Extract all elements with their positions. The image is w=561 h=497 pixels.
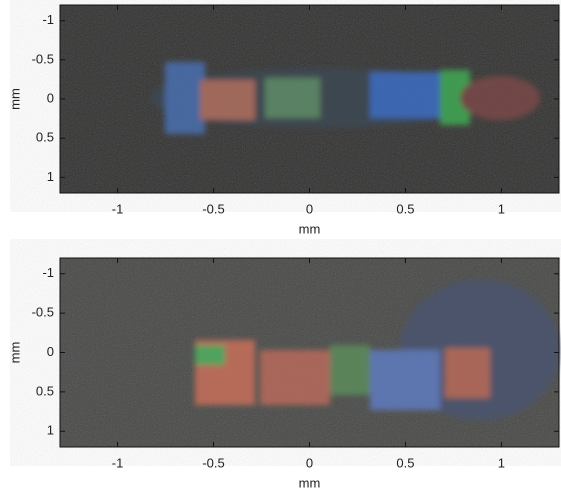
x-tick-label: -1 (112, 201, 124, 216)
x-tick-label: -1 (112, 455, 124, 470)
y-tick-label: 0 (47, 344, 54, 359)
x-tick-label: 0 (306, 455, 313, 470)
y-tick-label: 0 (47, 90, 54, 105)
image-bottom (60, 258, 560, 447)
x-tick-label: 0.5 (396, 455, 414, 470)
y-tick-label: -0.5 (32, 51, 54, 66)
x-tick-label: -0.5 (202, 455, 224, 470)
x-tick-label: 0 (306, 201, 313, 216)
y-axis-label: mm (7, 88, 22, 110)
x-axis-label: mm (299, 221, 321, 236)
image-top (60, 5, 559, 193)
y-tick-label: 1 (47, 169, 54, 184)
y-axis-label: mm (7, 342, 22, 364)
y-tick-label: -1 (42, 12, 54, 27)
x-axis-label: mm (299, 475, 321, 490)
x-tick-label: 0.5 (396, 201, 414, 216)
y-tick-label: 1 (47, 423, 54, 438)
x-tick-label: 1 (498, 455, 505, 470)
y-tick-label: 0.5 (36, 383, 54, 398)
y-tick-label: -0.5 (32, 305, 54, 320)
x-tick-label: 1 (498, 201, 505, 216)
x-tick-label: -0.5 (202, 201, 224, 216)
y-tick-label: -1 (42, 265, 54, 280)
y-tick-label: 0.5 (36, 130, 54, 145)
